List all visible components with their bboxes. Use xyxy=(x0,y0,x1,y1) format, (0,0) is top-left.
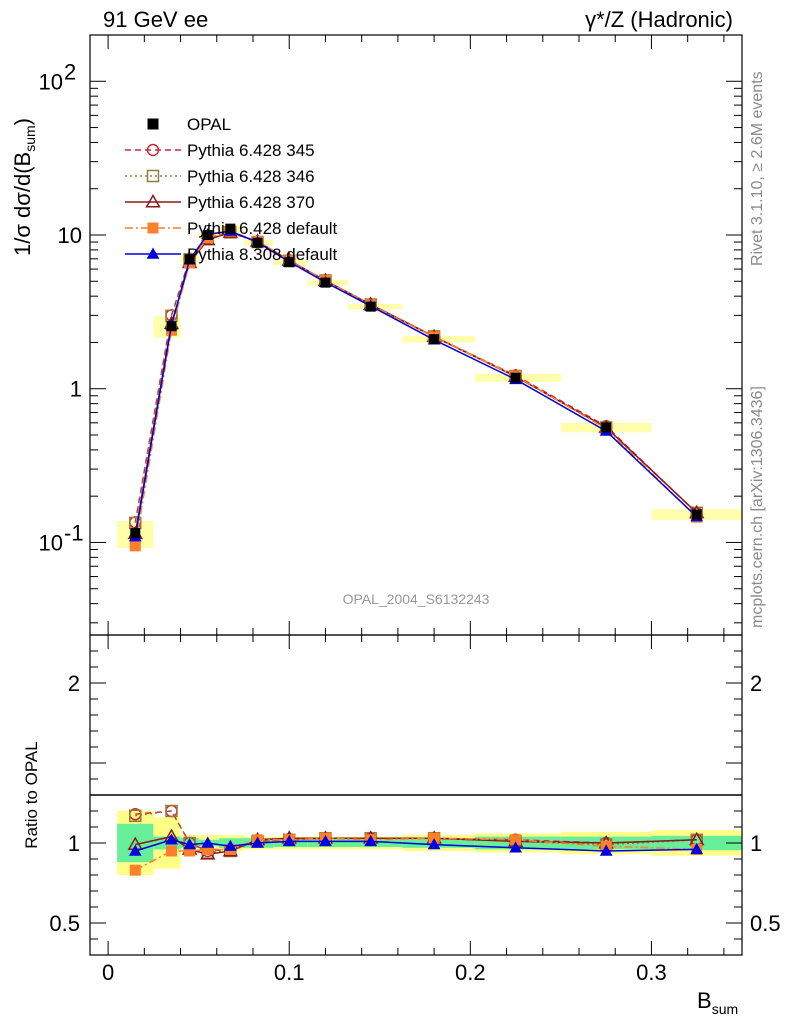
main-series-line xyxy=(134,231,698,524)
ratio-panel: 0 0.1 0.2 0.3 0.5 0.5 1 1 2 2 xyxy=(49,634,781,985)
data-point xyxy=(184,254,195,265)
analysis-label: OPAL_2004_S6132243 xyxy=(343,591,490,607)
main-series-line xyxy=(134,230,698,523)
ratio-y-tick-label: 0.5 xyxy=(49,911,80,936)
data-point xyxy=(225,223,236,234)
ratio-series-point xyxy=(201,836,215,848)
ratio-frame xyxy=(89,634,743,956)
main-ylabel-sub: sum xyxy=(22,125,38,151)
main-y-tick-label: 10 xyxy=(58,223,82,248)
legend-label: Pythia 6.428 370 xyxy=(187,193,315,212)
main-ylabel-close: ) xyxy=(10,118,35,125)
main-series-line xyxy=(134,231,698,534)
x-tick-label: 0.3 xyxy=(636,960,667,985)
ratio-series-point xyxy=(690,842,704,855)
ratio-ylabel: Ratio to OPAL xyxy=(22,741,41,848)
rivet-version-text: Rivet 3.1.10, ≥ 2.6M events xyxy=(749,71,766,266)
ratio-y-tick-label-right: 2 xyxy=(750,671,762,696)
main-series-line xyxy=(134,230,698,546)
data-point xyxy=(691,509,702,520)
legend-label: Pythia 6.428 default xyxy=(187,219,338,238)
legend-label: Pythia 8.308 default xyxy=(187,245,338,264)
data-point xyxy=(166,321,177,332)
left-title: 91 GeV ee xyxy=(103,7,208,32)
main-y-tick-label: 10 xyxy=(39,530,63,555)
ratio-series-point xyxy=(509,841,522,853)
ratio-series-point xyxy=(251,836,264,848)
x-tick-label: 0.1 xyxy=(274,960,305,985)
data-point xyxy=(284,257,295,268)
x-tick-label: 0.2 xyxy=(455,960,486,985)
main-ylabel: 1/σ dσ/d(Bsum) xyxy=(10,118,38,256)
legend-marker xyxy=(145,194,161,208)
ratio-series-point xyxy=(364,834,378,847)
main-series xyxy=(127,223,705,552)
main-y-tick-label: 10 xyxy=(39,69,63,94)
legend: OPAL Pythia 6.428 345 Pythia 6.428 346 Pyth… xyxy=(125,115,338,264)
main-series-line xyxy=(134,230,698,537)
main-y-tick-label: 1 xyxy=(70,377,82,402)
ratio-band-inner xyxy=(117,823,154,863)
ratio-series-point xyxy=(427,838,441,850)
ratio-series-point xyxy=(129,809,142,823)
data-point xyxy=(601,422,612,433)
ratio-y-tick-label-right: 0.5 xyxy=(750,911,781,936)
main-series-point xyxy=(129,540,141,552)
main-ylabel-text: 1/σ dσ/d(B xyxy=(10,152,35,256)
legend-marker xyxy=(146,143,160,157)
data-point xyxy=(510,372,521,383)
right-title: γ*/Z (Hadronic) xyxy=(585,7,733,32)
main-y-tick-exponent: -1 xyxy=(64,520,84,545)
data-point xyxy=(202,230,213,240)
data-point xyxy=(429,334,440,345)
legend-marker xyxy=(146,169,160,183)
ratio-series-point xyxy=(165,833,178,845)
ratio-series-point xyxy=(128,844,142,856)
legend-marker xyxy=(146,247,160,259)
ratio-series-point xyxy=(129,864,141,876)
ratio-axes: 0 0.1 0.2 0.3 0.5 0.5 1 1 2 2 xyxy=(49,635,781,985)
ratio-series-point xyxy=(184,845,196,857)
x-tick-label: 0 xyxy=(102,960,114,985)
ratio-series-point xyxy=(165,804,178,818)
data-point xyxy=(130,528,141,539)
data-point xyxy=(252,237,263,248)
main-error-bands xyxy=(117,225,742,549)
ratio-series-point xyxy=(166,845,177,857)
xlabel-sub: sum xyxy=(712,1001,738,1017)
data-point xyxy=(365,301,376,312)
ratio-series-point xyxy=(319,834,332,847)
main-y-tick-exponent: 2 xyxy=(64,59,76,84)
ratio-series xyxy=(127,804,705,876)
legend-marker xyxy=(147,118,159,130)
ratio-series-point xyxy=(223,839,237,851)
mcplots-text: mcplots.cern.ch [arXiv:1306.3436] xyxy=(749,386,766,628)
ratio-y-tick-label: 1 xyxy=(68,831,80,856)
ratio-series-point xyxy=(599,844,613,856)
legend-label: OPAL xyxy=(187,115,231,134)
xlabel-text: B xyxy=(697,988,712,1013)
ratio-series-point xyxy=(202,843,214,855)
legend-label: Pythia 6.428 346 xyxy=(187,167,315,186)
legend-label: Pythia 6.428 345 xyxy=(187,141,315,160)
ratio-series-point xyxy=(510,834,522,846)
data-point xyxy=(320,277,331,288)
ratio-series-point xyxy=(282,834,296,847)
ratio-y-tick-label: 2 xyxy=(68,671,80,696)
legend-marker xyxy=(147,222,159,234)
ratio-series-point xyxy=(183,838,196,850)
ratio-y-tick-label-right: 1 xyxy=(750,831,762,856)
x-axis-label: Bsum xyxy=(697,988,738,1017)
